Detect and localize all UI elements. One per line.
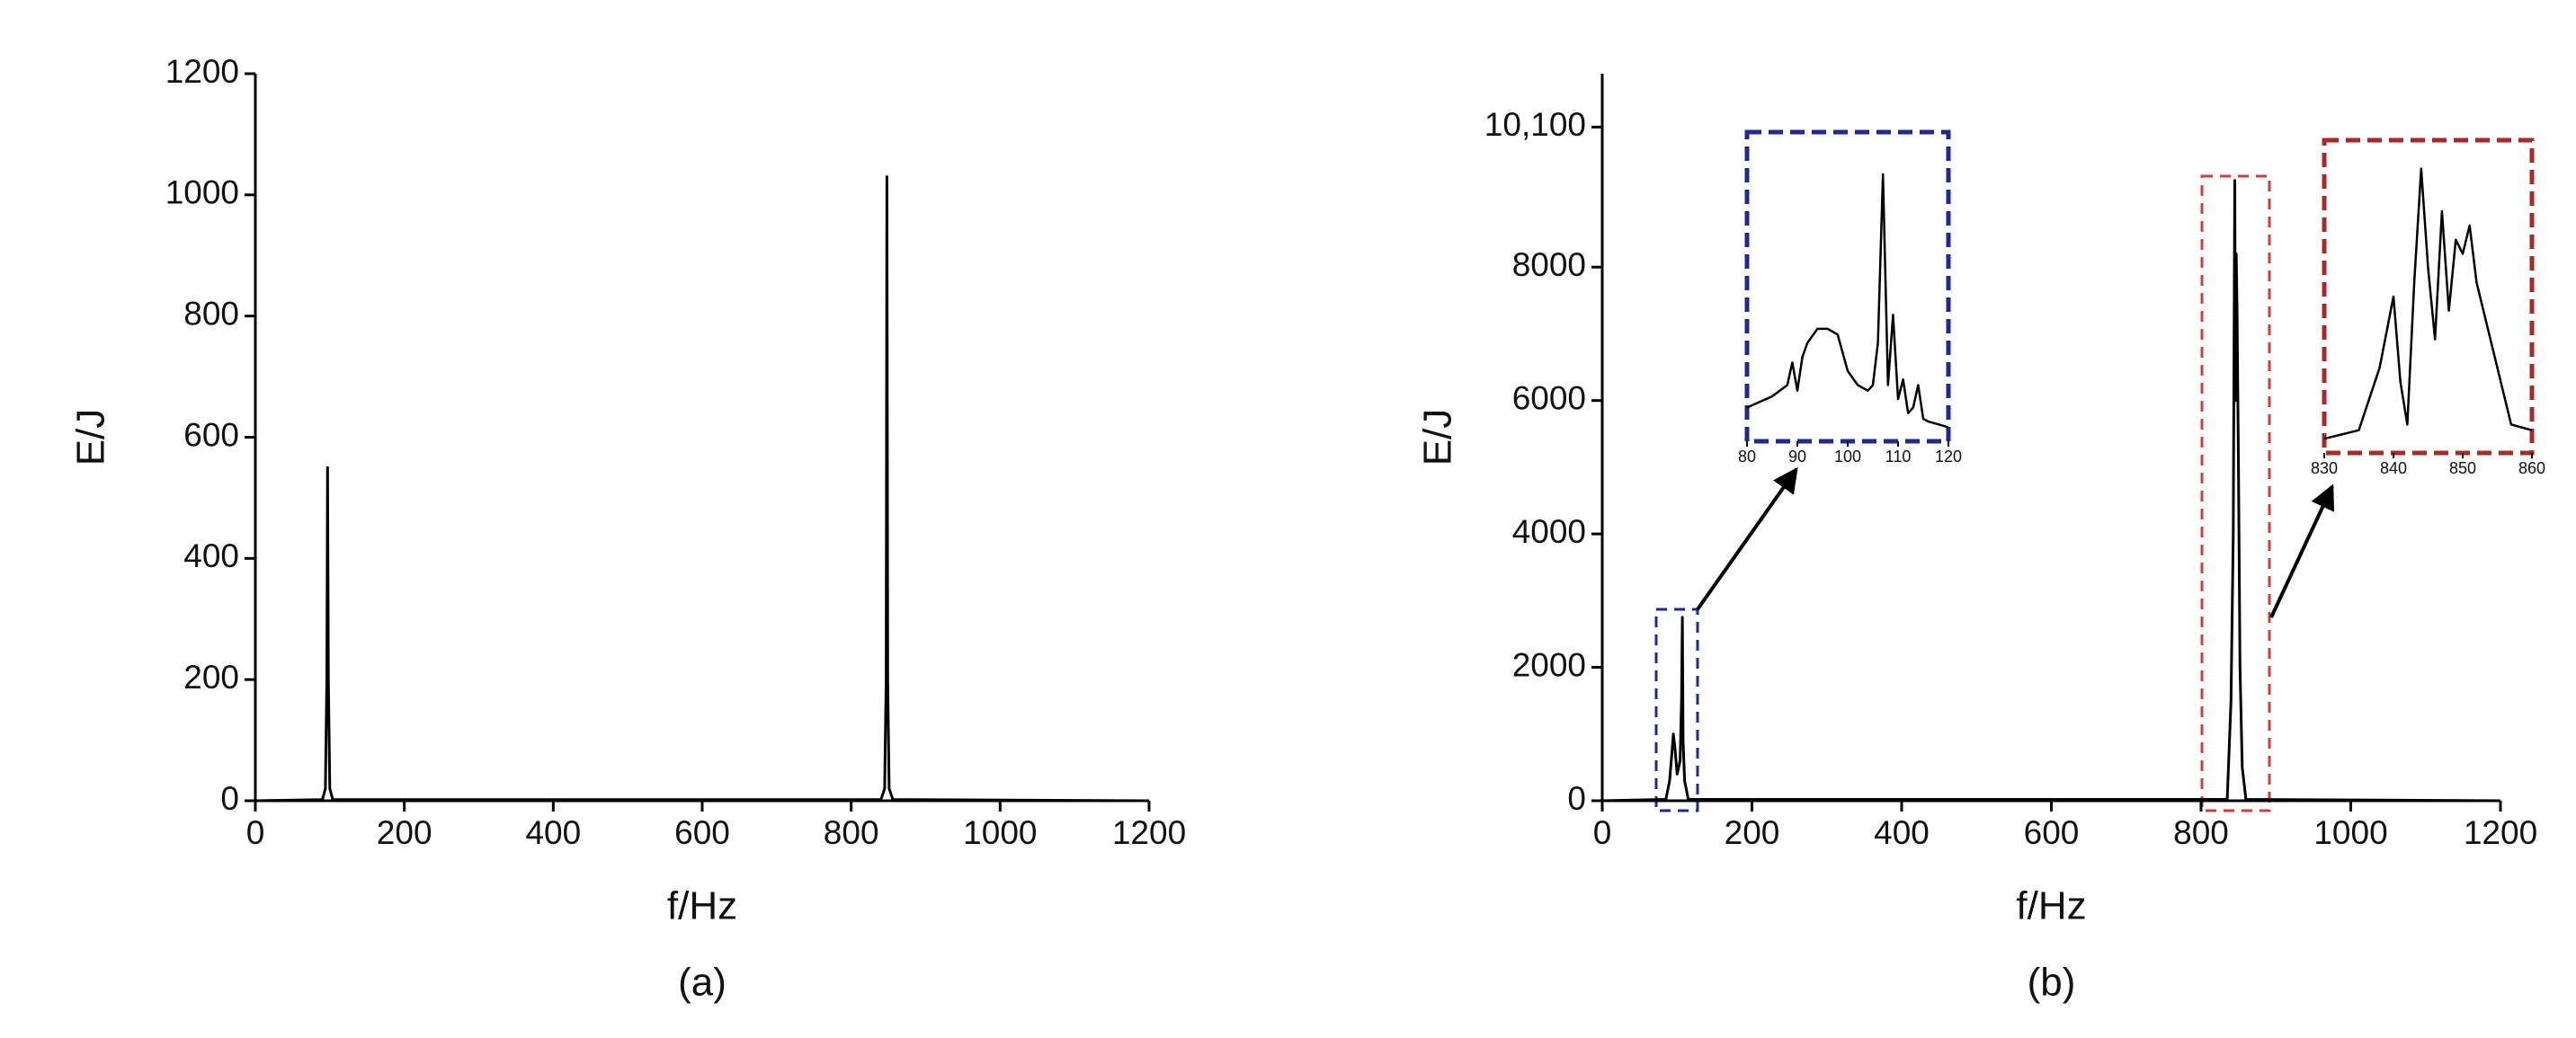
highlight-box <box>2200 174 2271 812</box>
x-tick-label: 400 <box>525 814 581 851</box>
y-tick-label: 4000 <box>1512 513 1586 550</box>
y-tick-label: 6000 <box>1512 379 1586 416</box>
x-tick-label: 800 <box>824 814 879 851</box>
y-tick-label: 200 <box>183 659 239 696</box>
x-axis-label: f/Hz <box>667 884 737 928</box>
data-line <box>254 175 1150 803</box>
x-tick-label: 850 <box>2449 459 2476 477</box>
y-tick-label: 2000 <box>1512 646 1586 683</box>
y-tick-label: 8000 <box>1512 246 1586 283</box>
x-tick-label: 400 <box>1874 814 1930 851</box>
data-line <box>1601 179 2501 803</box>
y-axis-label: E/J <box>69 409 113 466</box>
x-tick-label: 0 <box>1593 814 1612 851</box>
x-tick-label: 0 <box>246 814 265 851</box>
y-tick-label: 0 <box>1567 780 1586 817</box>
inset-frame <box>1744 129 1951 444</box>
y-tick-label: 400 <box>183 537 239 574</box>
inset-frame <box>2322 138 2535 456</box>
caption: (a) <box>678 961 726 1005</box>
x-tick-label: 1000 <box>963 814 1037 851</box>
arrow <box>2269 484 2335 618</box>
x-tick-label: 1000 <box>2313 814 2387 851</box>
x-tick-label: 830 <box>2311 459 2338 477</box>
arrow <box>1696 466 1798 611</box>
y-tick-label: 600 <box>183 416 239 453</box>
caption: (b) <box>2028 961 2076 1005</box>
x-axis-label: f/Hz <box>2016 884 2086 928</box>
data-line <box>2323 167 2533 440</box>
x-tick-label: 600 <box>2024 814 2080 851</box>
y-tick-label: 1200 <box>165 53 239 90</box>
x-tick-label: 90 <box>1788 448 1806 466</box>
y-tick-label: 10,100 <box>1484 106 1586 143</box>
x-tick-label: 120 <box>1935 448 1962 466</box>
x-tick-label: 80 <box>1738 448 1756 466</box>
x-tick-label: 100 <box>1834 448 1861 466</box>
y-tick-label: 800 <box>183 295 239 332</box>
x-tick-label: 1200 <box>2464 814 2537 851</box>
x-tick-label: 110 <box>1885 448 1912 466</box>
y-tick-label: 1000 <box>165 174 239 211</box>
x-tick-label: 600 <box>674 814 730 851</box>
x-tick-label: 200 <box>1725 814 1780 851</box>
y-axis-label: E/J <box>1416 409 1460 466</box>
x-tick-label: 1200 <box>1112 814 1186 851</box>
x-tick-label: 200 <box>377 814 432 851</box>
x-tick-label: 860 <box>2518 459 2545 477</box>
y-tick-label: 0 <box>220 780 239 817</box>
x-tick-label: 840 <box>2380 459 2407 477</box>
highlight-box <box>1654 608 1699 812</box>
data-line <box>1746 173 1949 429</box>
x-tick-label: 800 <box>2173 814 2229 851</box>
